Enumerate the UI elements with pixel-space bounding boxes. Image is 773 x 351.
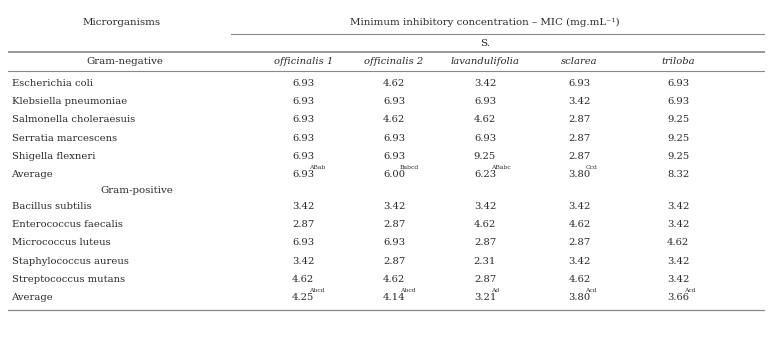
Text: Babcd: Babcd	[400, 165, 419, 170]
Text: officinalis 1: officinalis 1	[274, 58, 333, 66]
Text: 3.42: 3.42	[667, 257, 690, 266]
Text: Acd: Acd	[683, 289, 696, 293]
Text: 3.42: 3.42	[292, 257, 315, 266]
Text: 3.80: 3.80	[569, 170, 591, 179]
Text: 4.62: 4.62	[292, 275, 315, 284]
Text: 9.25: 9.25	[667, 152, 690, 161]
Text: 6.00: 6.00	[383, 170, 405, 179]
Text: 3.42: 3.42	[568, 257, 591, 266]
Text: 6.93: 6.93	[383, 238, 405, 247]
Text: 9.25: 9.25	[667, 115, 690, 124]
Text: ABabc: ABabc	[491, 165, 510, 170]
Text: 4.62: 4.62	[569, 220, 591, 229]
Text: 2.87: 2.87	[569, 133, 591, 143]
Text: sclarea: sclarea	[561, 58, 598, 66]
Text: 3.42: 3.42	[474, 79, 496, 88]
Text: 3.66: 3.66	[667, 293, 690, 302]
Text: 9.25: 9.25	[474, 152, 496, 161]
Text: 4.62: 4.62	[383, 115, 405, 124]
Text: ABab: ABab	[308, 165, 325, 170]
Text: 6.93: 6.93	[292, 133, 315, 143]
Text: 4.62: 4.62	[667, 238, 690, 247]
Text: 6.23: 6.23	[474, 170, 496, 179]
Text: Abcd: Abcd	[308, 289, 325, 293]
Text: 6.93: 6.93	[292, 152, 315, 161]
Text: 9.25: 9.25	[667, 133, 690, 143]
Text: 3.80: 3.80	[569, 293, 591, 302]
Text: 6.93: 6.93	[667, 79, 690, 88]
Text: 6.93: 6.93	[383, 97, 405, 106]
Text: 4.62: 4.62	[474, 220, 496, 229]
Text: 8.32: 8.32	[667, 170, 690, 179]
Text: Acd: Acd	[585, 289, 597, 293]
Text: 3.21: 3.21	[474, 293, 496, 302]
Text: 6.93: 6.93	[474, 97, 496, 106]
Text: Average: Average	[12, 170, 53, 179]
Text: 6.93: 6.93	[292, 97, 315, 106]
Text: 6.93: 6.93	[292, 238, 315, 247]
Text: Ad: Ad	[491, 289, 499, 293]
Text: Ccd: Ccd	[585, 165, 597, 170]
Text: 6.93: 6.93	[292, 170, 315, 179]
Text: 2.31: 2.31	[474, 257, 496, 266]
Text: 6.93: 6.93	[569, 79, 591, 88]
Text: Minimum inhibitory concentration – MIC (mg.mL⁻¹): Minimum inhibitory concentration – MIC (…	[350, 18, 620, 27]
Text: Gram-positive: Gram-positive	[100, 186, 173, 195]
Text: 3.42: 3.42	[667, 275, 690, 284]
Text: 2.87: 2.87	[474, 275, 496, 284]
Text: Micrococcus luteus: Micrococcus luteus	[12, 238, 110, 247]
Text: 2.87: 2.87	[569, 238, 591, 247]
Text: 2.87: 2.87	[569, 115, 591, 124]
Text: 4.25: 4.25	[292, 293, 315, 302]
Text: 2.87: 2.87	[383, 257, 405, 266]
Text: Escherichia coli: Escherichia coli	[12, 79, 93, 88]
Text: triloba: triloba	[662, 58, 695, 66]
Text: 6.93: 6.93	[383, 152, 405, 161]
Text: Salmonella choleraesuis: Salmonella choleraesuis	[12, 115, 135, 124]
Text: 6.93: 6.93	[474, 133, 496, 143]
Text: 2.87: 2.87	[292, 220, 315, 229]
Text: Enterococcus faecalis: Enterococcus faecalis	[12, 220, 122, 229]
Text: 3.42: 3.42	[667, 220, 690, 229]
Text: Microrganisms: Microrganisms	[82, 18, 161, 27]
Text: 3.42: 3.42	[667, 202, 690, 211]
Text: 4.62: 4.62	[383, 275, 405, 284]
Text: Streptococcus mutans: Streptococcus mutans	[12, 275, 124, 284]
Text: Staphylococcus aureus: Staphylococcus aureus	[12, 257, 128, 266]
Text: 2.87: 2.87	[569, 152, 591, 161]
Text: 4.14: 4.14	[383, 293, 405, 302]
Text: 4.62: 4.62	[474, 115, 496, 124]
Text: Average: Average	[12, 293, 53, 302]
Text: Abcd: Abcd	[400, 289, 415, 293]
Text: 4.62: 4.62	[569, 275, 591, 284]
Text: Shigella flexneri: Shigella flexneri	[12, 152, 95, 161]
Text: lavandulifolia: lavandulifolia	[451, 58, 519, 66]
Text: 6.93: 6.93	[292, 79, 315, 88]
Text: 2.87: 2.87	[474, 238, 496, 247]
Text: Bacillus subtilis: Bacillus subtilis	[12, 202, 91, 211]
Text: 3.42: 3.42	[474, 202, 496, 211]
Text: 3.42: 3.42	[292, 202, 315, 211]
Text: 3.42: 3.42	[568, 97, 591, 106]
Text: 3.42: 3.42	[568, 202, 591, 211]
Text: Klebsiella pneumoniae: Klebsiella pneumoniae	[12, 97, 127, 106]
Text: Serratia marcescens: Serratia marcescens	[12, 133, 117, 143]
Text: 2.87: 2.87	[383, 220, 405, 229]
Text: S.: S.	[480, 39, 490, 48]
Text: Gram-negative: Gram-negative	[87, 58, 164, 66]
Text: 6.93: 6.93	[667, 97, 690, 106]
Text: 3.42: 3.42	[383, 202, 405, 211]
Text: 6.93: 6.93	[292, 115, 315, 124]
Text: 4.62: 4.62	[383, 79, 405, 88]
Text: officinalis 2: officinalis 2	[364, 58, 424, 66]
Text: 6.93: 6.93	[383, 133, 405, 143]
